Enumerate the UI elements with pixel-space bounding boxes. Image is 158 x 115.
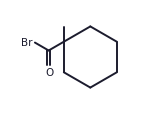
Text: O: O — [45, 68, 53, 78]
Text: Br: Br — [21, 38, 33, 48]
